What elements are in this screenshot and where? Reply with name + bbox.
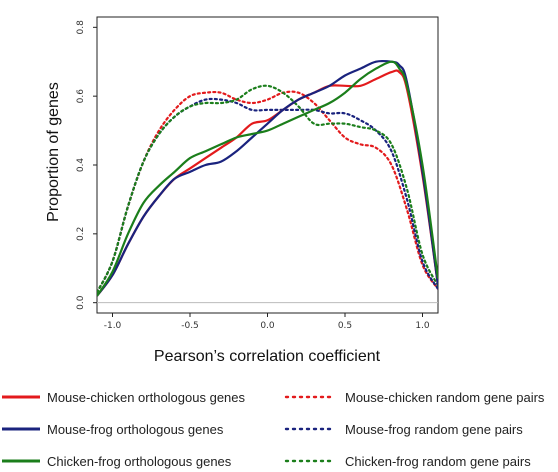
x-tick-label: 0.0 (260, 321, 275, 331)
y-tick-label: 0.8 (76, 20, 86, 35)
legend-item: Chicken-frog random gene pairs (284, 454, 531, 469)
legend-label: Mouse-chicken random gene pairs (345, 390, 545, 405)
y-axis: 0.0 0.2 0.4 0.6 0.8 (76, 20, 97, 310)
legend-label: Mouse-chicken orthologous genes (47, 390, 246, 405)
y-tick-label: 0.2 (76, 227, 86, 241)
legend-item: Mouse-frog random gene pairs (284, 422, 523, 437)
y-axis-title: Proportion of genes (45, 82, 62, 222)
x-tick-label: -1.0 (104, 321, 122, 331)
series-layer (97, 59, 438, 297)
series-line-mouse-chicken-random-gene-pairs (97, 90, 438, 294)
x-tick-label: 0.5 (338, 321, 352, 331)
legend-item: Mouse-frog orthologous genes (2, 422, 224, 437)
x-axis: -1.0 -0.5 0.0 0.5 1.0 (104, 313, 430, 331)
legend-label: Mouse-frog random gene pairs (345, 422, 523, 437)
legend: Mouse-chicken orthologous genes Mouse-fro… (2, 390, 545, 469)
legend-label: Mouse-frog orthologous genes (47, 422, 224, 437)
legend-item: Mouse-chicken orthologous genes (2, 390, 246, 405)
series-line-chicken-frog-random-gene-pairs (97, 84, 438, 294)
series-line-mouse-frog-orthologous-genes (97, 59, 438, 297)
y-tick-label: 0.4 (76, 158, 86, 173)
legend-label: Chicken-frog orthologous genes (47, 454, 232, 469)
x-tick-label: -0.5 (181, 321, 199, 331)
y-tick-label: 0.0 (76, 295, 86, 310)
x-tick-label: 1.0 (415, 321, 430, 331)
legend-label: Chicken-frog random gene pairs (345, 454, 531, 469)
legend-item: Chicken-frog orthologous genes (2, 454, 232, 469)
legend-item: Mouse-chicken random gene pairs (284, 390, 545, 405)
x-axis-title: Pearson’s correlation coefficient (154, 348, 381, 365)
series-line-chicken-frog-orthologous-genes (97, 60, 438, 297)
y-tick-label: 0.6 (76, 89, 86, 104)
series-line-mouse-chicken-orthologous-genes (97, 69, 438, 297)
